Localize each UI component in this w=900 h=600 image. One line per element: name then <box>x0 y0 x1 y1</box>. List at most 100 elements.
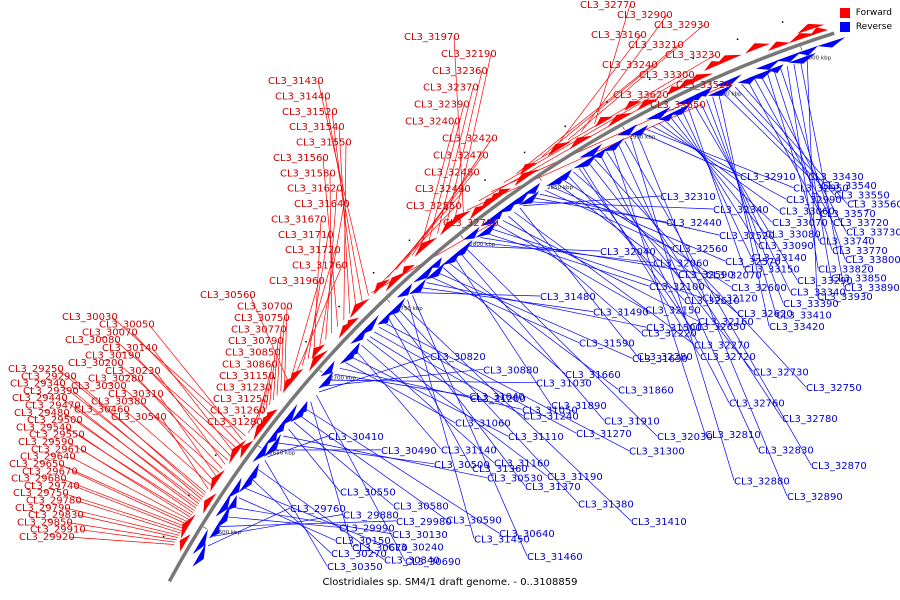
reverse-swatch <box>839 22 850 32</box>
reverse-gene-label: CL3_32810 <box>705 430 761 441</box>
reverse-gene-label: CL3_29980 <box>396 517 452 528</box>
forward-gene-feature <box>309 350 329 372</box>
reverse-leader-line <box>374 331 524 416</box>
forward-leader-line <box>68 536 175 545</box>
reverse-leader-line <box>706 99 784 304</box>
reverse-gene-label: CL3_32650 <box>690 322 746 333</box>
reverse-leader-line <box>267 435 329 458</box>
reverse-gene-label: CL3_30590 <box>446 515 502 526</box>
reverse-gene-feature <box>227 477 242 499</box>
reverse-gene-label: CL3_33820 <box>818 264 874 275</box>
reverse-leader-line <box>700 102 791 292</box>
reverse-leader-line <box>670 116 766 234</box>
reverse-gene-label: CL3_32830 <box>758 445 814 456</box>
reverse-leader-line <box>213 514 344 537</box>
reverse-leader-line <box>431 277 580 344</box>
forward-gene-feature <box>260 409 277 432</box>
forward-leader-line <box>338 127 351 315</box>
forward-gene-feature <box>569 135 593 150</box>
reverse-gene-label: CL3_32150 <box>645 305 701 316</box>
reverse-gene-label: CL3_30500 <box>434 460 490 471</box>
reverse-gene-feature <box>244 463 260 484</box>
reverse-gene-label: CL3_30240 <box>388 543 444 554</box>
reverse-gene-feature <box>214 504 231 530</box>
reverse-leader-line <box>378 326 577 434</box>
forward-gene-label: CL3_29550 <box>29 430 85 441</box>
reverse-leader-line <box>310 401 353 548</box>
reverse-gene-feature <box>192 528 208 555</box>
forward-gene-feature <box>240 440 254 459</box>
forward-gene-feature <box>448 210 472 229</box>
reverse-gene-feature <box>617 124 638 136</box>
reverse-gene-label: CL3_32440 <box>666 218 722 229</box>
reverse-gene-label: CL3_33850 <box>831 274 887 285</box>
kbp-tick-mark <box>539 177 542 181</box>
forward-gene-label: CL3_29830 <box>28 510 84 521</box>
reverse-leader-line <box>277 442 435 465</box>
forward-leader-line <box>403 155 484 263</box>
forward-leader-line <box>554 34 642 149</box>
reverse-leader-line <box>793 63 832 278</box>
reverse-leader-line <box>369 336 471 399</box>
reverse-gene-label: CL3_30580 <box>393 501 449 512</box>
legend: Forward Reverse <box>839 8 892 36</box>
reverse-leader-line <box>420 287 594 312</box>
forward-gene-label: CL3_31760 <box>292 261 348 272</box>
reverse-leader-line <box>219 520 397 527</box>
kbp-tick-mark <box>386 299 391 303</box>
forward-gene-label: CL3_33240 <box>602 60 658 71</box>
kbp-tick-label: 3000 kbp <box>805 56 831 62</box>
forward-gene-label: CL3_29640 <box>20 452 76 463</box>
reverse-leader-line <box>299 415 447 520</box>
reverse-gene-label: CL3_32270 <box>694 340 750 351</box>
reverse-leader-line <box>712 96 777 315</box>
forward-gene-feature <box>809 27 829 36</box>
kbp-tick-mark <box>203 526 207 530</box>
reverse-leader-line <box>397 308 579 504</box>
reverse-leader-line <box>497 224 646 310</box>
reverse-leader-line <box>640 132 741 177</box>
forward-gene-label: CL3_33650 <box>650 100 706 111</box>
track-marker <box>692 57 694 60</box>
track-marker <box>648 78 651 80</box>
track-marker <box>243 415 246 417</box>
kbp-tick-mark <box>319 369 323 373</box>
reverse-gene-label: CL3_32560 <box>672 244 728 255</box>
reverse-leader-line <box>329 379 537 384</box>
reverse-gene-feature <box>463 226 480 240</box>
reverse-leader-line <box>786 66 819 269</box>
forward-gene-label: CL3_29340 <box>10 379 66 390</box>
label-leader-lines <box>57 4 848 567</box>
forward-gene-label: CL3_31440 <box>275 91 331 102</box>
reverse-gene-feature <box>518 190 540 205</box>
forward-gene-label: CL3_29790 <box>15 503 71 514</box>
reverse-gene-label: CL3_32570 <box>725 257 781 268</box>
reverse-gene-label: CL3_32730 <box>753 368 809 379</box>
kbp-tick-label: 2900 kbp <box>629 135 655 141</box>
reverse-gene-label: CL3_31480 <box>540 292 596 303</box>
reverse-leader-line <box>578 168 691 327</box>
reverse-gene-label: CL3_31040 <box>469 392 525 403</box>
reverse-gene-label: CL3_32160 <box>698 317 754 328</box>
forward-leader-line <box>516 64 653 174</box>
forward-gene-label: CL3_30050 <box>99 320 155 331</box>
forward-gene-feature <box>229 439 247 465</box>
forward-gene-label: CL3_32400 <box>405 117 461 128</box>
reverse-gene-label: CL3_29880 <box>343 510 399 521</box>
reverse-leader-line <box>722 92 809 177</box>
forward-leader-line <box>387 188 466 278</box>
reverse-gene-label: CL3_32890 <box>787 492 843 503</box>
reverse-gene-label: CL3_32620 <box>737 309 793 320</box>
reverse-gene-feature <box>320 360 335 377</box>
forward-gene-label: CL3_30280 <box>88 374 144 385</box>
reverse-gene-feature <box>475 220 499 238</box>
forward-gene-feature <box>385 271 408 292</box>
reverse-gene-label: CL3_31270 <box>576 429 632 440</box>
reverse-gene-label: CL3_33430 <box>808 172 864 183</box>
reverse-leader-line <box>392 313 526 487</box>
reverse-gene-feature <box>408 278 427 295</box>
forward-leader-line <box>290 280 320 379</box>
reverse-leader-line <box>383 322 630 452</box>
forward-leader-line <box>120 385 220 473</box>
forward-leader-line <box>265 364 273 410</box>
